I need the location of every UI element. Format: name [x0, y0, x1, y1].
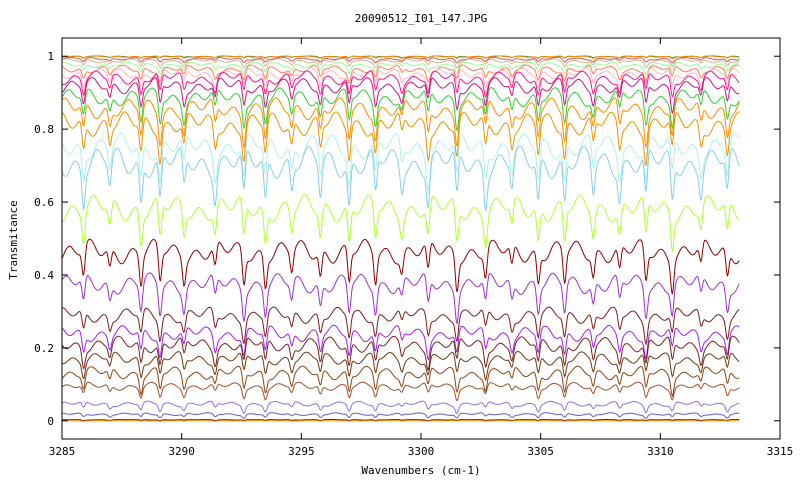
y-tick-label: 0.6: [34, 196, 54, 209]
series-line: [61, 350, 740, 381]
series-line: [61, 400, 740, 414]
y-axis-label: Transmitance: [7, 200, 20, 279]
y-tick-label: 0.4: [34, 269, 54, 282]
x-axis-label: Wavenumbers (cm-1): [361, 464, 480, 477]
series-line: [62, 418, 740, 422]
y-tick-label: 0: [47, 415, 54, 428]
series-line: [61, 56, 740, 64]
series-line: [61, 145, 740, 212]
series-line: [62, 55, 740, 60]
series-line: [62, 306, 740, 346]
chart-title: 20090512_I01_147.JPG: [355, 12, 487, 25]
y-tick-label: 0.2: [34, 342, 54, 355]
series-line: [61, 365, 740, 398]
series-line: [61, 272, 740, 326]
series-line: [61, 97, 740, 149]
series-line: [61, 111, 740, 166]
axis-ticks: 3285 3290 3295 3300 3305 3310 3315 0 0.2 0.4 0.6 0.…: [34, 38, 793, 458]
x-tick-label: 3305: [527, 445, 554, 458]
x-tick-label: 3315: [767, 445, 794, 458]
x-tick-label: 3300: [408, 445, 435, 458]
series-line: [61, 67, 740, 91]
plot-area: [61, 55, 740, 422]
y-tick-label: 1: [47, 50, 54, 63]
series-line: [61, 64, 740, 83]
series-line: [62, 420, 740, 422]
x-tick-label: 3295: [288, 445, 315, 458]
series-line: [61, 381, 740, 402]
series-line: [61, 238, 740, 295]
y-tick-label: 0.8: [34, 123, 54, 136]
series-line: [61, 58, 740, 69]
series-line: [61, 324, 740, 361]
series-line: [61, 335, 740, 371]
x-tick-label: 3290: [168, 445, 195, 458]
series-line: [61, 132, 740, 192]
series-line: [61, 70, 740, 99]
plot-frame: [61, 37, 781, 440]
x-tick-label: 3285: [49, 445, 76, 458]
x-tick-label: 3310: [647, 445, 674, 458]
series-line: [61, 87, 740, 133]
series-line: [61, 412, 740, 420]
series-line: [61, 61, 740, 76]
series-line: [61, 194, 740, 252]
series-line: [61, 76, 740, 115]
